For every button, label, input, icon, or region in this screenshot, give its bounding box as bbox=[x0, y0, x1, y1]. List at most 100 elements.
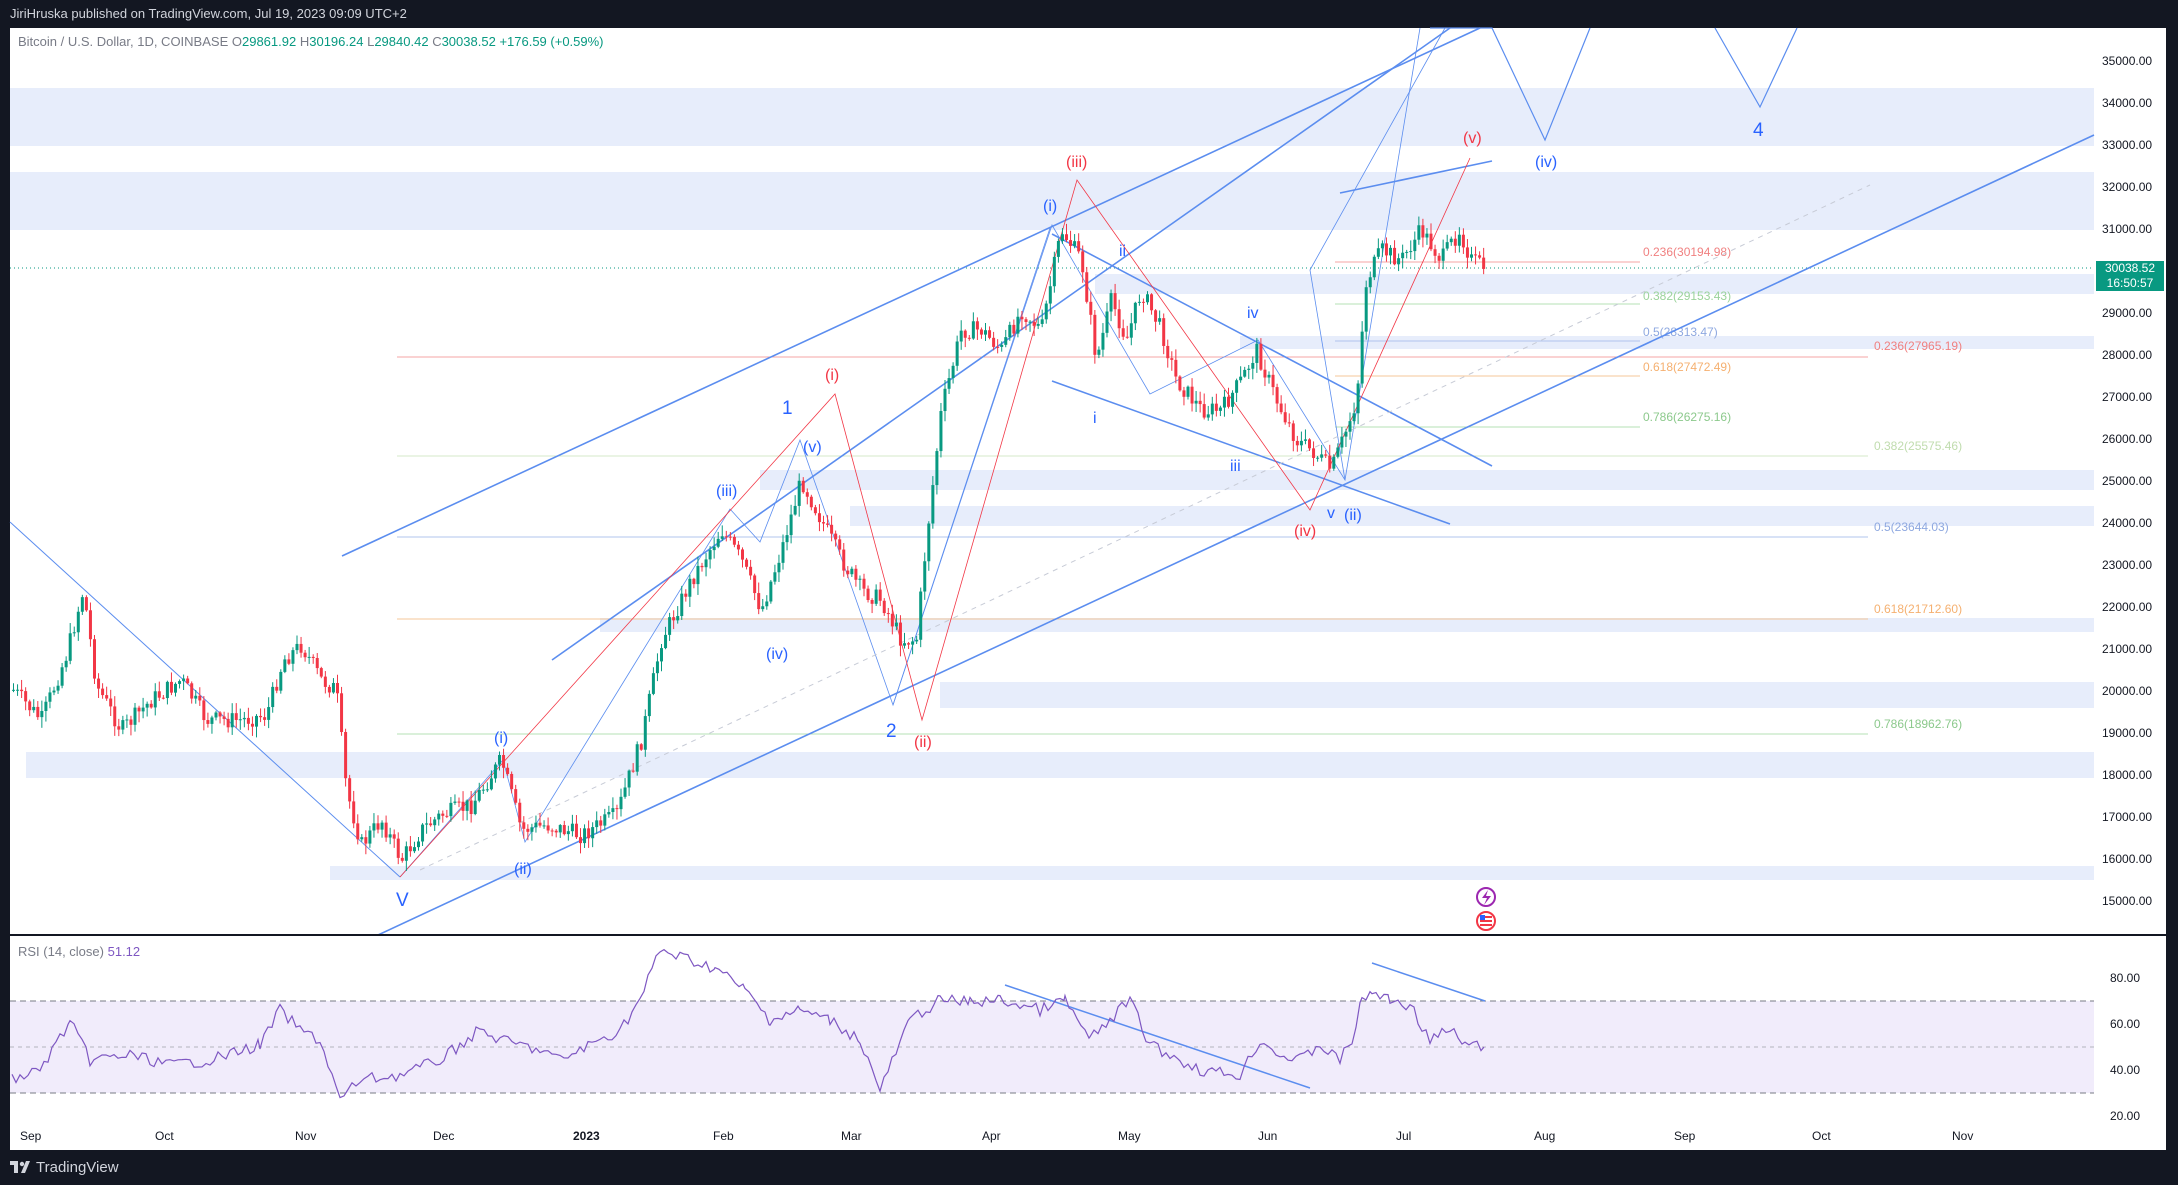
candle-body bbox=[660, 648, 663, 662]
trend-lines[interactable] bbox=[9, 27, 2095, 936]
candle-body bbox=[344, 732, 348, 779]
fib-label: 0.236(30194.98) bbox=[1643, 245, 1731, 259]
candle-body bbox=[12, 689, 15, 691]
candle-body bbox=[834, 533, 838, 540]
fib-label: 0.236(27965.19) bbox=[1874, 339, 1962, 353]
candle-body bbox=[307, 656, 311, 658]
open-value: 29861.92 bbox=[241, 34, 297, 49]
wave-label: ii bbox=[1119, 243, 1126, 260]
candle-body bbox=[870, 600, 874, 604]
candle-body bbox=[1125, 336, 1129, 338]
rsi-pane[interactable] bbox=[10, 948, 2094, 1099]
price-axis-label: 23000.00 bbox=[2102, 558, 2152, 572]
price-axis-label: 26000.00 bbox=[2102, 432, 2152, 446]
candle-body bbox=[1069, 240, 1073, 246]
candle-body bbox=[441, 813, 445, 816]
candle-body bbox=[1332, 456, 1336, 469]
candle-body bbox=[789, 514, 793, 536]
wave-label: iii bbox=[1230, 458, 1241, 475]
candle-body bbox=[1336, 447, 1340, 457]
candle-body bbox=[174, 683, 177, 693]
lightning-icon[interactable] bbox=[1476, 887, 1496, 907]
us-flag-icon[interactable] bbox=[1476, 911, 1496, 931]
candle-body bbox=[218, 712, 222, 717]
candle-body bbox=[408, 846, 412, 852]
price-axis[interactable]: 35000.00 34000.00 33000.00 32000.00 31000.00… bbox=[2102, 54, 2152, 908]
candle-body bbox=[1243, 369, 1247, 377]
time-axis-label: Sep bbox=[20, 1129, 42, 1143]
candle-body bbox=[741, 549, 744, 560]
candle-body bbox=[1429, 233, 1433, 250]
candle-body bbox=[708, 550, 712, 560]
candle-body bbox=[182, 678, 186, 682]
pane-separator[interactable] bbox=[0, 934, 2178, 936]
price-axis-label: 18000.00 bbox=[2102, 768, 2152, 782]
candle-body bbox=[1360, 331, 1364, 384]
time-axis-label: Apr bbox=[982, 1129, 1001, 1143]
price-axis-label: 15000.00 bbox=[2102, 894, 2152, 908]
candle-body bbox=[1376, 248, 1380, 257]
candle-body bbox=[1344, 431, 1348, 437]
candle-body bbox=[1461, 234, 1465, 248]
time-axis-label: Mar bbox=[841, 1129, 862, 1143]
rsi-axis-label: 40.00 bbox=[2110, 1063, 2140, 1077]
time-axis-label: 2023 bbox=[573, 1129, 600, 1143]
candle-body bbox=[1251, 362, 1255, 369]
candle-body bbox=[1000, 344, 1004, 347]
candle-body bbox=[275, 686, 279, 691]
candle-body bbox=[1158, 318, 1162, 322]
candle-body bbox=[992, 337, 996, 347]
candle-body bbox=[230, 713, 234, 728]
candle-body bbox=[769, 581, 773, 602]
time-axis-label: Oct bbox=[1812, 1129, 1831, 1143]
candle-body bbox=[1295, 440, 1299, 446]
candle-body bbox=[1328, 455, 1332, 469]
candle-body bbox=[615, 808, 619, 810]
fib-label: 0.618(21712.60) bbox=[1874, 602, 1962, 616]
candle-body bbox=[732, 536, 736, 545]
candle-body bbox=[781, 542, 785, 563]
candle-body bbox=[40, 710, 44, 718]
candle-body bbox=[105, 695, 109, 699]
wave-labels: V (i) (ii) (iii) (iv) (v) 1 2 (i) (ii) (… bbox=[396, 120, 1764, 911]
candle-body bbox=[376, 823, 380, 830]
candle-body bbox=[842, 549, 846, 571]
fib-label: 0.618(27472.49) bbox=[1643, 360, 1731, 374]
candle-body bbox=[56, 685, 60, 691]
candle-body bbox=[1174, 359, 1178, 377]
candle-body bbox=[1150, 294, 1154, 311]
candle-body bbox=[433, 819, 437, 826]
candle-body bbox=[331, 682, 335, 693]
candle-body bbox=[562, 825, 566, 835]
candle-body bbox=[1433, 249, 1437, 256]
candle-body bbox=[587, 828, 591, 839]
candle-body bbox=[696, 565, 700, 585]
candle-body bbox=[271, 686, 275, 708]
time-axis-label: Nov bbox=[295, 1129, 316, 1143]
time-axis[interactable]: Sep Oct Nov Dec 2023 Feb Mar Apr May Jun Jul Aug Sep… bbox=[20, 1129, 1973, 1143]
fib-label: 0.382(25575.46) bbox=[1874, 439, 1962, 453]
candle-body bbox=[473, 800, 477, 815]
candle-body bbox=[639, 744, 643, 750]
candle-body bbox=[1312, 448, 1316, 458]
rsi-label: RSI (14, close) bbox=[18, 944, 104, 959]
candle-body bbox=[1097, 349, 1101, 355]
wave-label: (v) bbox=[1463, 130, 1482, 147]
candle-body bbox=[724, 536, 728, 538]
tradingview-logo-icon bbox=[10, 1160, 30, 1173]
candle-body bbox=[1073, 241, 1077, 246]
candle-body bbox=[817, 513, 821, 523]
candle-body bbox=[510, 773, 514, 790]
candle-body bbox=[1316, 457, 1320, 459]
candle-body bbox=[457, 801, 461, 803]
tradingview-logo[interactable]: TradingView bbox=[10, 1159, 119, 1176]
candle-body bbox=[623, 787, 627, 797]
candle-body bbox=[449, 802, 453, 817]
wave-label: (iv) bbox=[1535, 154, 1557, 171]
wave-label: (ii) bbox=[514, 861, 532, 878]
candle-body bbox=[1016, 316, 1020, 334]
candle-body bbox=[607, 811, 611, 815]
candle-body bbox=[631, 770, 635, 772]
candle-body bbox=[793, 505, 797, 515]
